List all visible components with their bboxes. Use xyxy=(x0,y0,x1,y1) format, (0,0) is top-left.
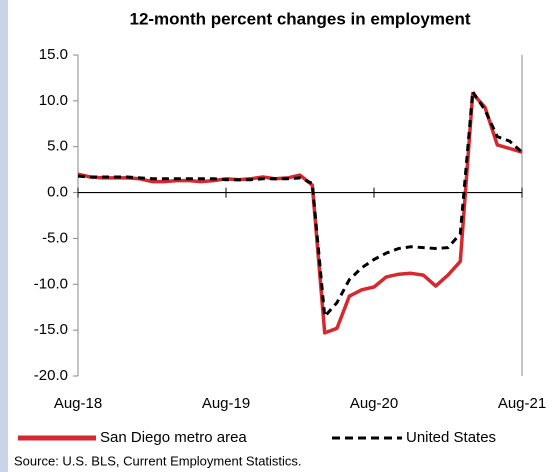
x-tick-label: Aug-20 xyxy=(350,395,398,412)
y-tick-label: 0.0 xyxy=(47,184,68,201)
y-tick-label: -20.0 xyxy=(34,367,68,384)
y-tick-label: 5.0 xyxy=(47,138,68,155)
y-tick-label: -10.0 xyxy=(34,275,68,292)
x-tick-label: Aug-21 xyxy=(498,395,546,412)
side-stripe xyxy=(0,0,8,472)
x-tick-label: Aug-18 xyxy=(54,395,102,412)
series-line xyxy=(77,90,523,318)
y-tick-label: 15.0 xyxy=(39,46,68,63)
chart-title: 12-month percent changes in employment xyxy=(129,9,470,28)
y-tick-label: -5.0 xyxy=(42,229,68,246)
x-tick-label: Aug-19 xyxy=(202,395,250,412)
y-tick-label: -15.0 xyxy=(34,321,68,338)
y-tick-label: 10.0 xyxy=(39,92,68,109)
source-note: Source: U.S. BLS, Current Employment Sta… xyxy=(14,453,302,468)
legend-label: United States xyxy=(406,429,496,446)
series-line xyxy=(77,91,523,335)
legend-label: San Diego metro area xyxy=(100,429,247,446)
